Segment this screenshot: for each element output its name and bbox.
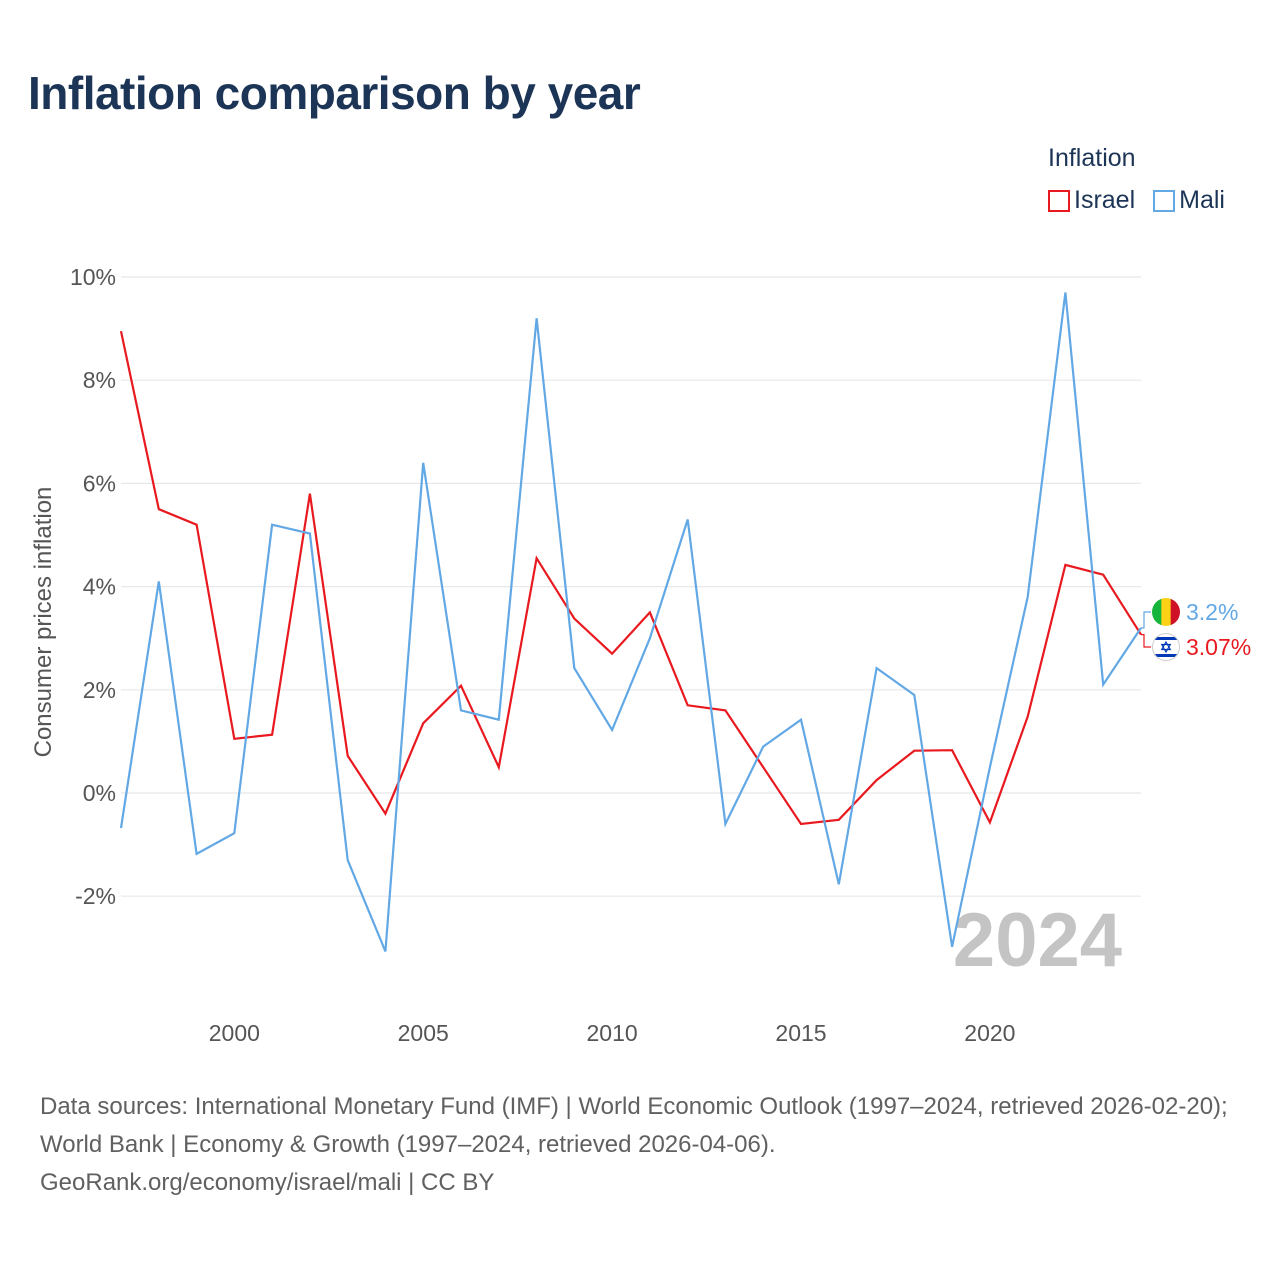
series-lines	[119, 292, 1142, 952]
end-connector-israel	[1141, 633, 1151, 648]
y-axis-ticks: -2% 0% 2% 4% 6% 8% 10%	[70, 264, 116, 909]
year-watermark: 2024	[953, 898, 1122, 983]
y-axis-label: Consumer prices inflation	[30, 487, 57, 758]
end-label-mali: 3.2%	[1186, 599, 1238, 625]
chart-title: Inflation comparison by year	[28, 67, 641, 119]
x-tick-label: 2000	[209, 1020, 260, 1046]
y-tick-label: 0%	[83, 780, 116, 806]
mali-flag-icon	[1152, 598, 1180, 626]
legend-title: Inflation	[1048, 144, 1136, 172]
legend-item-mali[interactable]: Mali	[1153, 186, 1225, 215]
x-tick-label: 2015	[775, 1020, 826, 1046]
series-line-mali[interactable]	[119, 292, 1142, 952]
y-tick-label: 6%	[83, 470, 116, 496]
x-tick-label: 2005	[398, 1020, 449, 1046]
legend: Israel Mali	[1048, 186, 1225, 215]
legend-label-mali: Mali	[1179, 186, 1225, 214]
x-axis-ticks: 2000 2005 2010 2015 2020	[209, 1020, 1016, 1046]
legend-swatch-mali	[1153, 189, 1176, 212]
end-label-israel: 3.07%	[1186, 634, 1251, 660]
grid-lines	[121, 276, 1141, 897]
chart-canvas: -2% 0% 2% 4% 6% 8% 10% 2000 2005 2010 2015 2020 Co…	[30, 264, 1251, 1046]
end-markers: 3.07% 3.2%	[1141, 598, 1251, 661]
end-connector-mali	[1141, 611, 1151, 629]
source-line-2: GeoRank.org/economy/israel/mali | CC BY	[40, 1169, 495, 1196]
y-tick-label: 10%	[70, 264, 116, 290]
legend-label-israel: Israel	[1074, 186, 1136, 214]
x-tick-label: 2020	[964, 1020, 1015, 1046]
source-line-1: Data sources: International Monetary Fun…	[40, 1093, 1228, 1158]
x-tick-label: 2010	[587, 1020, 638, 1046]
series-line-israel[interactable]	[119, 330, 1142, 826]
legend-swatch-israel	[1048, 189, 1070, 212]
source-note: Data sources: International Monetary Fun…	[40, 1088, 1250, 1202]
legend-item-israel[interactable]: Israel	[1048, 186, 1135, 215]
y-tick-label: 2%	[83, 677, 116, 703]
y-tick-label: 8%	[83, 367, 116, 393]
y-tick-label: 4%	[83, 574, 116, 600]
y-tick-label: -2%	[75, 883, 116, 909]
israel-flag-icon	[1152, 633, 1180, 661]
